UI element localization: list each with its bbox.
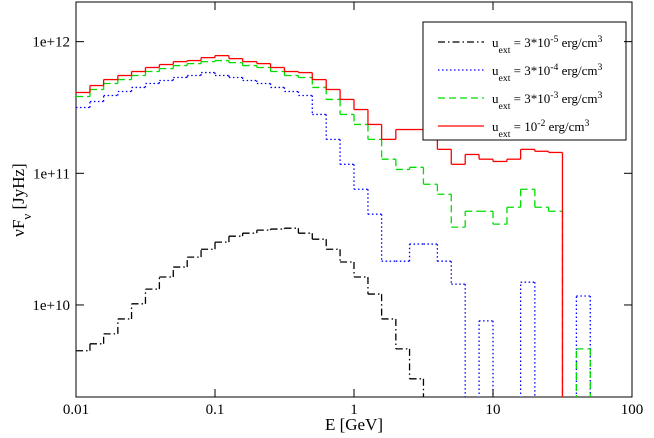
text-part: ext <box>499 101 511 112</box>
y-axis-label: νFν [JyHz] <box>9 163 34 236</box>
text-part: ν <box>20 214 34 220</box>
text-part: erg/cm <box>558 63 597 78</box>
legend-label: uext = 3*10-5 erg/cm3 <box>492 34 603 56</box>
text-part: erg/cm <box>558 35 597 50</box>
text-part: νF <box>9 220 28 237</box>
y-tick-label: 1e+11 <box>33 166 70 182</box>
text-part: = 3*10 <box>510 63 550 78</box>
text-part: -4 <box>550 62 558 73</box>
text-part: = 3*10 <box>510 91 550 106</box>
x-tick-label: 0.01 <box>63 402 89 418</box>
x-tick-label: 1 <box>350 402 358 418</box>
curves <box>76 54 591 397</box>
text-part: ext <box>499 45 511 56</box>
y-tick-label: 1e+12 <box>32 35 70 51</box>
text-part: u <box>492 119 499 134</box>
text-part: = 3*10 <box>510 35 550 50</box>
text-part: -2 <box>537 118 545 129</box>
x-axis-label: E [GeV] <box>325 415 383 434</box>
text-part: erg/cm <box>558 91 597 106</box>
text-part: [JyHz] <box>9 163 28 214</box>
x-tick-label: 10 <box>486 402 501 418</box>
text-part: erg/cm <box>545 119 584 134</box>
text-part: -3 <box>550 90 558 101</box>
x-tick-label: 100 <box>621 402 644 418</box>
text-part: 3 <box>598 62 603 73</box>
legend-label: uext = 3*10-4 erg/cm3 <box>492 62 603 84</box>
x-tick-label: 0.1 <box>206 402 225 418</box>
text-part: 3 <box>585 118 590 129</box>
legend-label: uext = 3*10-3 erg/cm3 <box>492 90 603 112</box>
text-part: u <box>492 91 499 106</box>
text-part: ext <box>499 129 511 140</box>
text-part: u <box>492 63 499 78</box>
text-part: = 10 <box>510 119 537 134</box>
y-tick-label: 1e+10 <box>32 298 70 314</box>
text-part: ext <box>499 73 511 84</box>
text-part: -5 <box>550 34 558 45</box>
text-part: u <box>492 35 499 50</box>
text-part: 3 <box>598 90 603 101</box>
text-part: 3 <box>598 34 603 45</box>
legend-label: uext = 10-2 erg/cm3 <box>492 118 590 140</box>
